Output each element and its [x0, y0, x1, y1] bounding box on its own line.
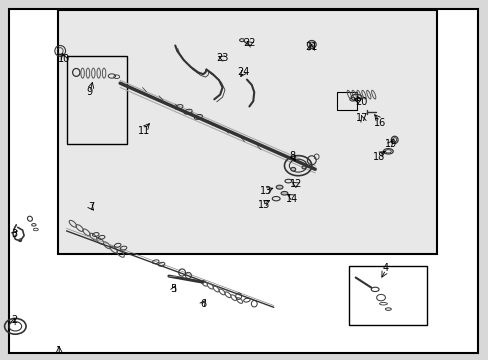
Bar — [348, 266, 427, 325]
Text: 9: 9 — [87, 87, 93, 97]
Text: 24: 24 — [237, 67, 249, 77]
Text: 1: 1 — [56, 346, 62, 356]
Text: 20: 20 — [355, 97, 367, 107]
Text: 22: 22 — [243, 38, 255, 48]
Text: 17: 17 — [356, 113, 368, 123]
Text: 16: 16 — [373, 118, 386, 128]
Text: 12: 12 — [289, 179, 301, 189]
Text: 19: 19 — [384, 139, 396, 149]
Text: 11: 11 — [138, 126, 150, 135]
Ellipse shape — [290, 167, 295, 171]
Text: 15: 15 — [257, 200, 270, 210]
Text: 6: 6 — [200, 299, 206, 309]
Ellipse shape — [276, 185, 283, 189]
Bar — [58, 10, 436, 253]
Bar — [66, 56, 127, 144]
Text: 3: 3 — [11, 229, 18, 239]
Text: 13: 13 — [260, 186, 272, 196]
Text: 14: 14 — [285, 194, 298, 204]
Bar — [336, 92, 356, 110]
Text: 8: 8 — [288, 150, 295, 161]
Text: 10: 10 — [58, 54, 70, 64]
Text: 4: 4 — [382, 263, 388, 273]
Text: 2: 2 — [11, 315, 18, 325]
Text: 5: 5 — [170, 284, 177, 294]
Text: 21: 21 — [305, 42, 317, 52]
Ellipse shape — [281, 192, 287, 195]
Text: 23: 23 — [216, 53, 228, 63]
Text: 18: 18 — [372, 152, 384, 162]
Text: 7: 7 — [88, 202, 94, 212]
Ellipse shape — [302, 166, 305, 169]
